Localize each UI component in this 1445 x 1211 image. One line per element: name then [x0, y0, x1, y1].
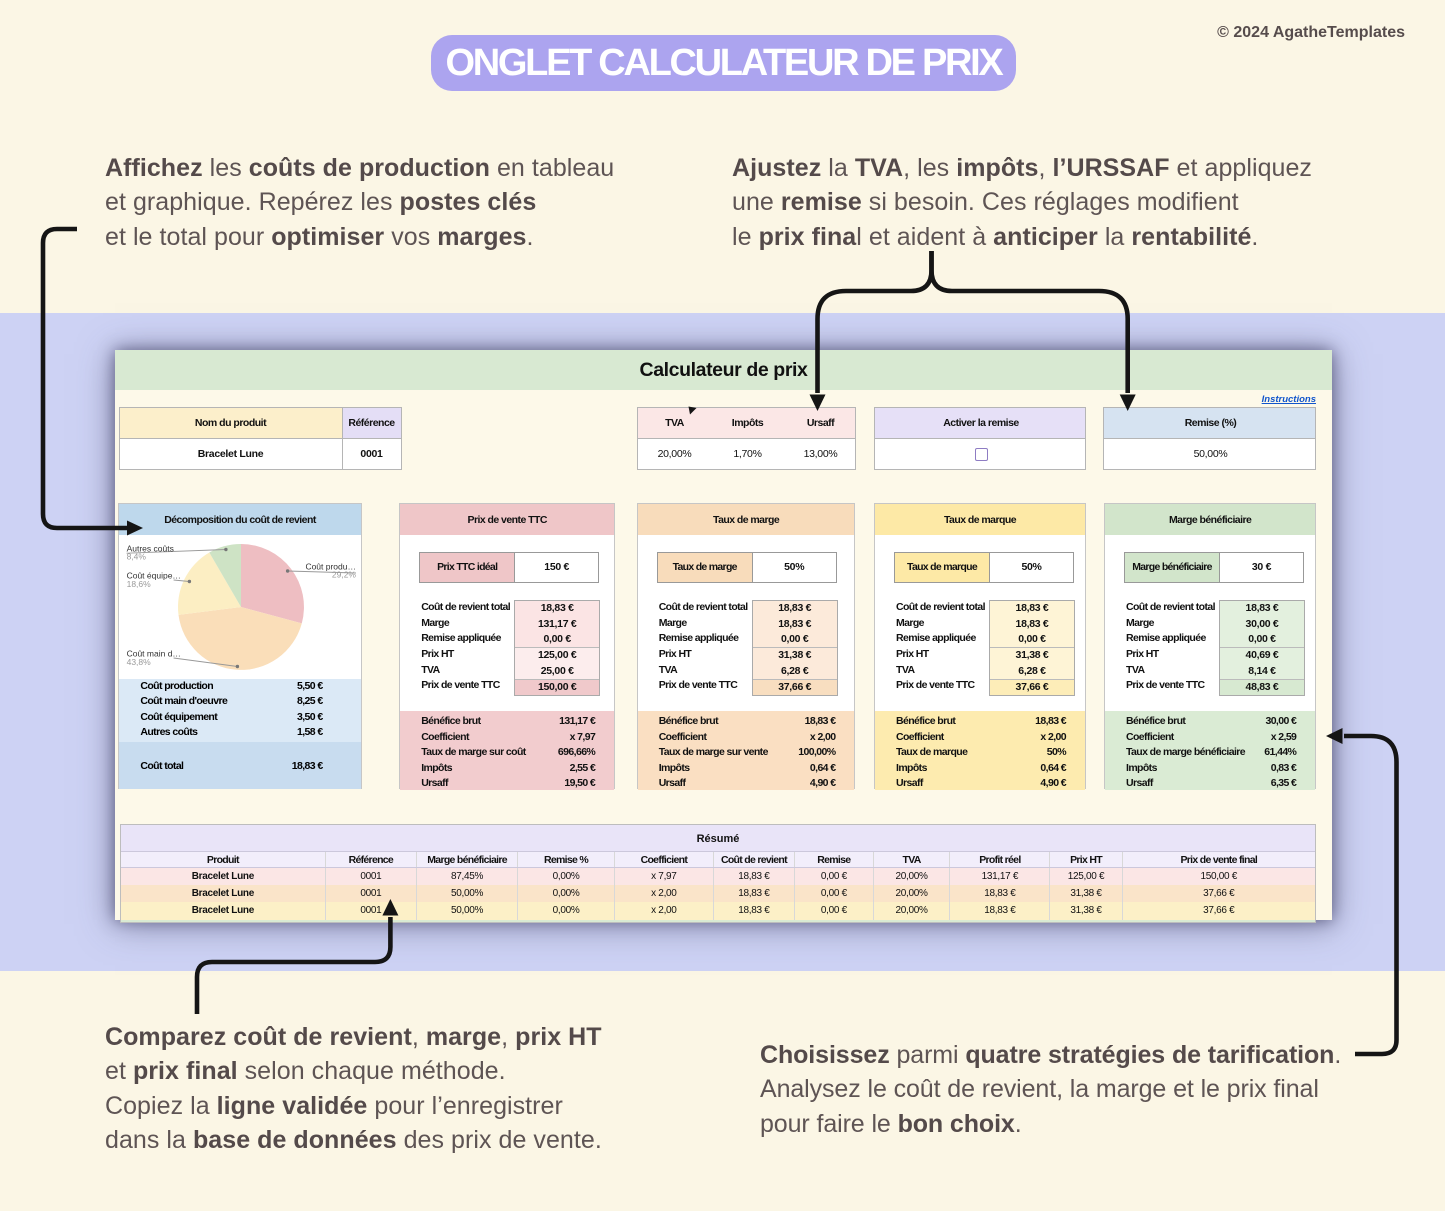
svg-text:Coût produ…: Coût produ… — [306, 562, 357, 572]
svg-text:43,8%: 43,8% — [127, 657, 152, 667]
svg-text:8,4%: 8,4% — [127, 552, 147, 562]
svg-text:Autres coûts: Autres coûts — [127, 544, 174, 554]
svg-text:Coût main d…: Coût main d… — [127, 648, 181, 658]
svg-text:18,6%: 18,6% — [127, 579, 152, 589]
svg-text:Coût équipe…: Coût équipe… — [127, 571, 181, 581]
svg-text:29,2%: 29,2% — [332, 570, 357, 580]
